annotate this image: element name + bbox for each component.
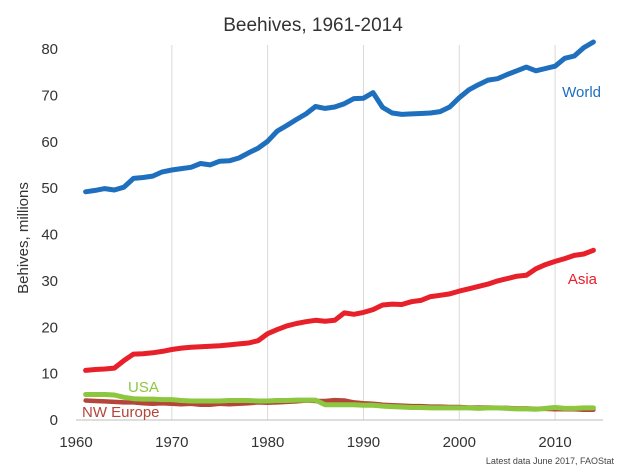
series-lines <box>83 39 596 413</box>
series-labels: World Asia USA NW Europe <box>82 84 601 421</box>
y-tick-40: 40 <box>41 227 58 244</box>
x-tick-1990: 1990 <box>347 434 380 451</box>
x-tick-2010: 2010 <box>538 434 571 451</box>
y-tick-10: 10 <box>41 366 58 383</box>
series-label-world: World <box>562 84 601 101</box>
series-line-usa <box>83 392 596 412</box>
y-axis-label: Behives, millions <box>15 182 32 294</box>
x-tick-1970: 1970 <box>155 434 188 451</box>
series-label-nw-europe: NW Europe <box>82 404 160 421</box>
x-tick-1980: 1980 <box>251 434 284 451</box>
y-tick-20: 20 <box>41 319 58 336</box>
y-tick-0: 0 <box>50 412 58 429</box>
y-axis-tick-labels: 0 10 20 30 40 50 60 70 80 <box>41 41 58 429</box>
y-tick-30: 30 <box>41 273 58 290</box>
x-tick-1960: 1960 <box>59 434 92 451</box>
x-tick-2000: 2000 <box>443 434 476 451</box>
y-tick-80: 80 <box>41 41 58 58</box>
series-label-usa: USA <box>128 379 159 396</box>
chart-title: Beehives, 1961-2014 <box>223 15 403 36</box>
vertical-gridlines <box>171 45 556 420</box>
series-line-world <box>83 39 596 195</box>
y-tick-70: 70 <box>41 87 58 104</box>
series-line-asia <box>83 247 596 373</box>
x-axis-tick-labels: 1960 1970 1980 1990 2000 2010 <box>59 434 571 451</box>
series-label-asia: Asia <box>568 271 598 288</box>
y-tick-60: 60 <box>41 134 58 151</box>
data-source-note: Latest data June 2017, FAOStat <box>486 456 615 466</box>
y-tick-50: 50 <box>41 180 58 197</box>
